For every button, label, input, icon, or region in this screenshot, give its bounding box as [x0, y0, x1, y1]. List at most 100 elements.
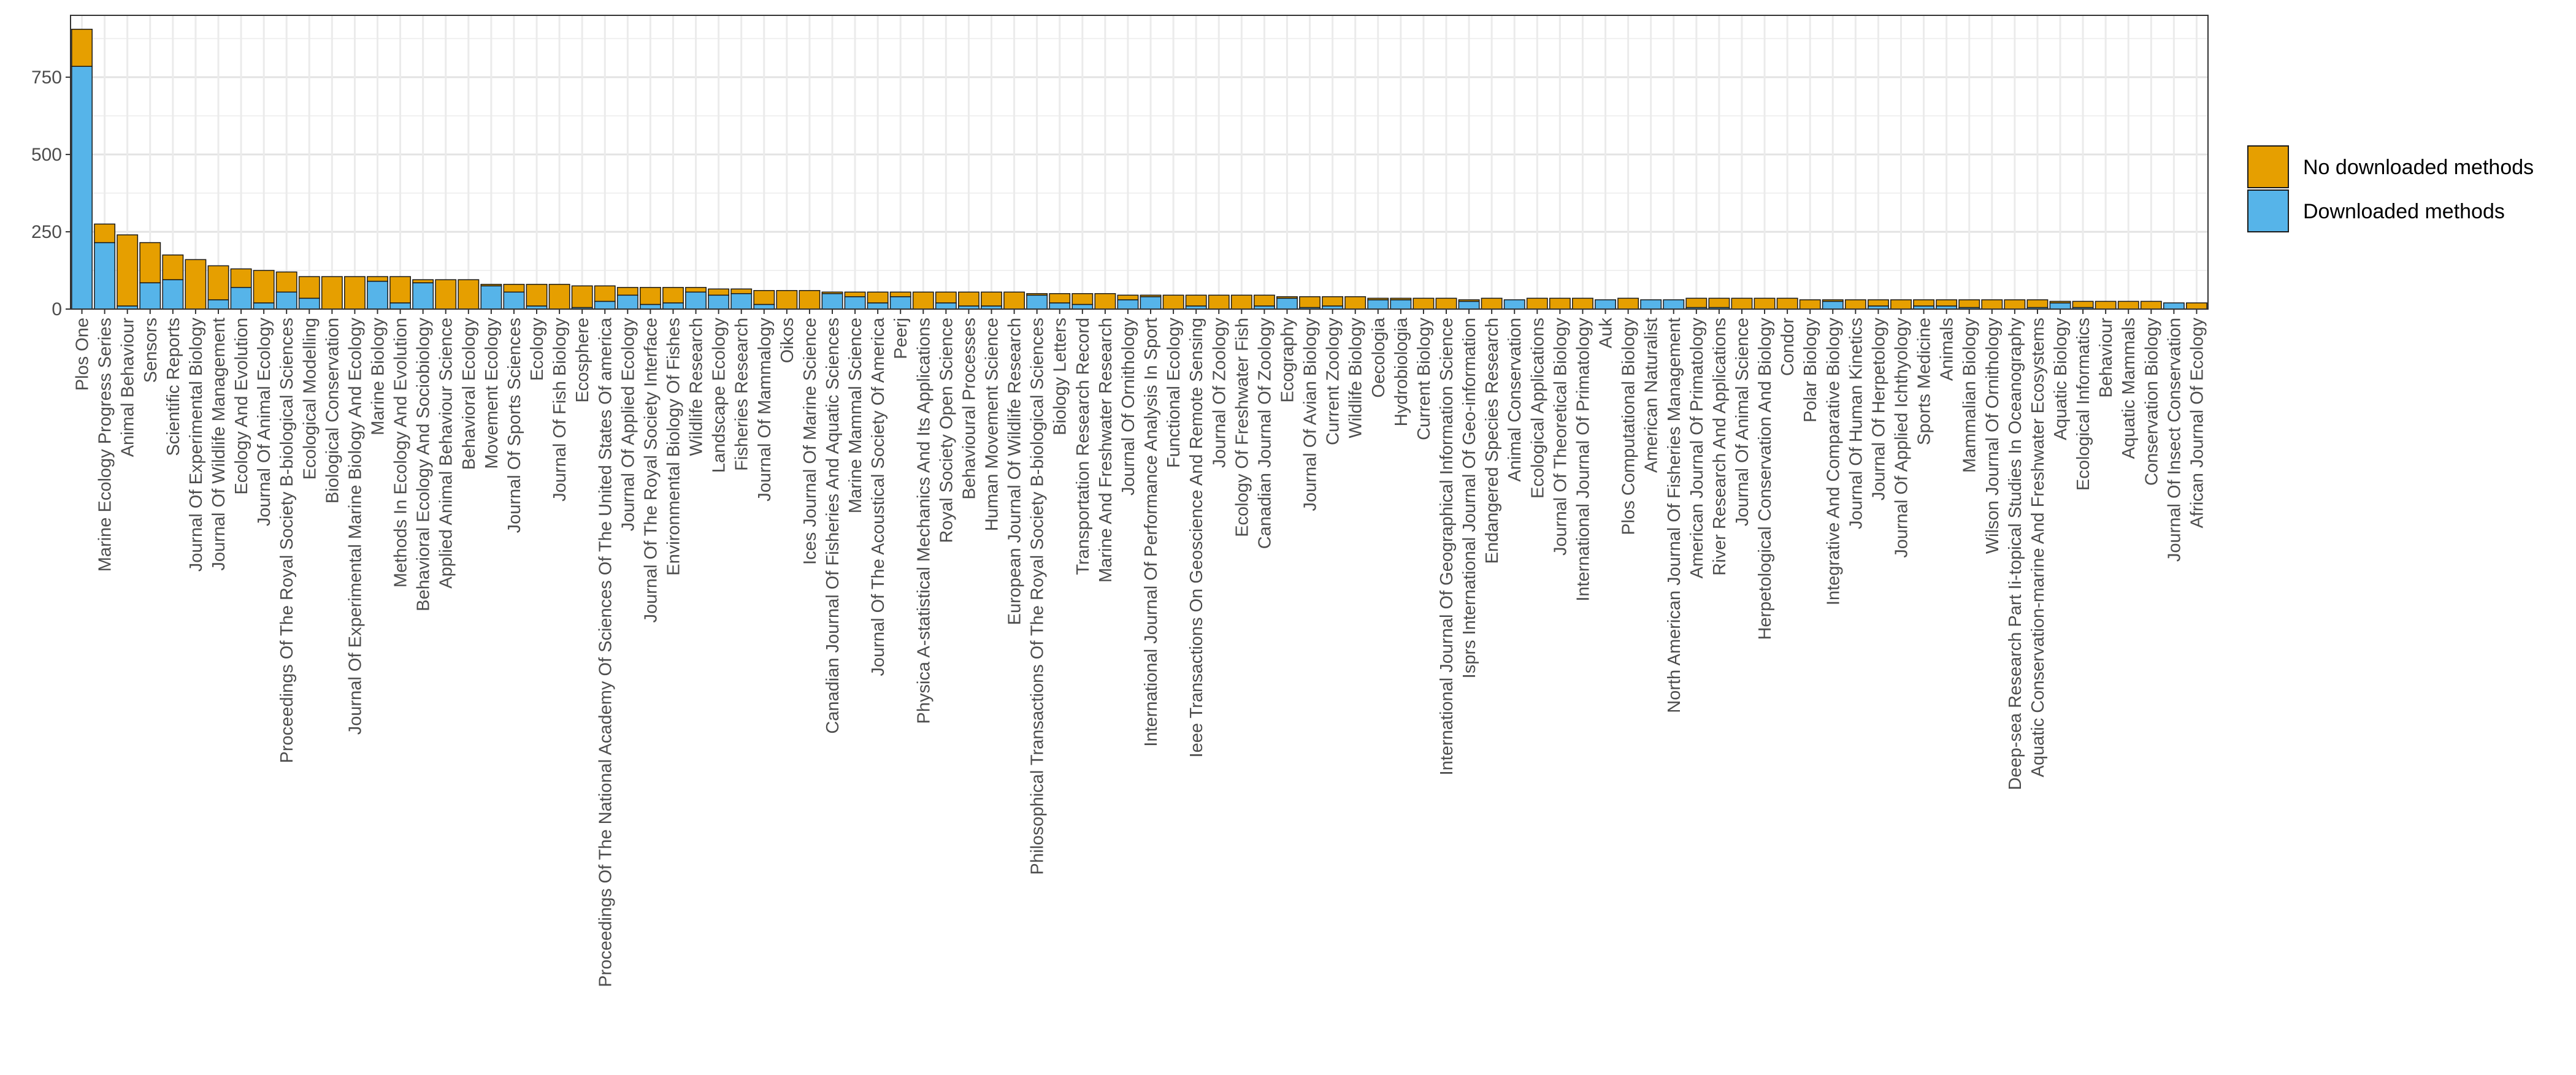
x-tick-label: Journal Of Fish Biology	[550, 318, 570, 502]
x-tick-label: Animal Behaviour	[118, 318, 138, 457]
x-tick-label: Ecology Of Freshwater Fish	[1232, 318, 1252, 537]
bar-no-downloaded	[2072, 300, 2094, 308]
x-tick-label: American Naturalist	[1642, 318, 1662, 473]
bar-downloaded	[1140, 296, 1162, 310]
x-tick-label: Marine Mammal Science	[846, 318, 865, 513]
bar-no-downloaded	[1708, 297, 1730, 308]
bar-no-downloaded	[435, 279, 457, 310]
bar-no-downloaded	[321, 276, 343, 310]
bar-downloaded	[230, 286, 252, 310]
bar-no-downloaded	[1754, 297, 1776, 310]
x-tick-label: Peerj	[891, 318, 911, 359]
bar-no-downloaded	[253, 270, 275, 304]
x-tick-label: Polar Biology	[1801, 318, 1820, 423]
bar-no-downloaded	[1526, 297, 1548, 310]
y-axis: 0 250 500 750	[31, 67, 71, 319]
bar-downloaded	[1663, 299, 1685, 310]
bar-no-downloaded	[480, 283, 502, 286]
x-tick-label: Current Zoology	[1324, 318, 1343, 445]
x-tick-label: Conservation Biology	[2142, 318, 2161, 486]
bar-no-downloaded	[2186, 302, 2207, 310]
legend-swatch	[2247, 189, 2289, 232]
x-tick-label: Landscape Ecology	[710, 318, 729, 473]
x-tick-label: African Journal Of Ecology	[2187, 318, 2207, 529]
bar-no-downloaded	[1094, 293, 1116, 310]
x-tick-label: Movement Ecology	[482, 318, 502, 469]
bar-no-downloaded	[1685, 297, 1708, 308]
bar-downloaded	[753, 304, 775, 310]
x-tick-label: Biological Conservation	[323, 318, 342, 503]
bar-no-downloaded	[1549, 297, 1571, 310]
y-tick-label: 500	[31, 145, 62, 165]
x-tick-label: Oecologia	[1369, 317, 1389, 397]
bar-no-downloaded	[1913, 299, 1935, 307]
bar-no-downloaded	[639, 286, 661, 305]
bar-no-downloaded	[889, 291, 911, 297]
bar-no-downloaded	[343, 276, 366, 310]
x-tick-label: Canadian Journal Of Zoology	[1255, 318, 1275, 549]
bar-downloaded	[685, 291, 707, 310]
bar-no-downloaded	[1458, 299, 1480, 302]
y-tick-label: 750	[31, 67, 62, 88]
x-tick-label: Ieee Transactions On Geoscience And Remo…	[1187, 318, 1206, 757]
bar-no-downloaded	[503, 283, 525, 293]
x-tick-label: Journal Of Animal Science	[1733, 318, 1752, 526]
bar-no-downloaded	[1344, 296, 1367, 310]
bar-no-downloaded	[821, 291, 843, 294]
x-tick-label: Ecology	[527, 318, 547, 381]
x-tick-label: Journal Of Herpetology	[1869, 318, 1888, 501]
bar-downloaded	[708, 294, 730, 310]
x-tick-label: Wilson Journal Of Ornithology	[1983, 318, 2003, 554]
x-tick-label: Ecosphere	[573, 318, 592, 403]
bar-no-downloaded	[275, 271, 297, 293]
x-tick-label: Physica A-statistical Mechanics And Its …	[914, 318, 933, 724]
bar-no-downloaded	[1026, 293, 1048, 296]
x-tick-label: Journal Of Human Kinetics	[1846, 318, 1866, 529]
bar-downloaded	[1390, 299, 1412, 310]
x-tick-label: Journal Of Insect Conservation	[2164, 318, 2184, 562]
bar-no-downloaded	[935, 291, 957, 304]
bar-no-downloaded	[1981, 299, 2003, 310]
x-tick-label: Fisheries Research	[732, 318, 752, 471]
legend-label: Downloaded methods	[2303, 200, 2505, 223]
bar-downloaded	[412, 282, 434, 310]
bar-downloaded	[275, 291, 297, 310]
bar-downloaded	[730, 293, 753, 310]
x-tick-label: Marine And Freshwater Research	[1096, 318, 1116, 583]
bar-no-downloaded	[1140, 294, 1162, 297]
x-tick-label: Wildlife Biology	[1346, 318, 1366, 438]
x-axis: Plos One Marine Ecology Progress Series An…	[73, 309, 2207, 987]
bar-no-downloaded	[367, 276, 388, 282]
bar-no-downloaded	[1617, 297, 1639, 310]
bar-no-downloaded	[1299, 296, 1321, 308]
bar-downloaded	[253, 302, 275, 310]
bar-downloaded	[207, 299, 229, 310]
x-tick-label: European Journal Of Wildlife Research	[1005, 318, 1025, 625]
x-tick-label: Animal Conservation	[1505, 318, 1525, 482]
x-tick-label: Biology Letters	[1051, 318, 1070, 435]
bar-no-downloaded	[1162, 294, 1184, 310]
x-tick-label: Ecography	[1278, 318, 1297, 403]
bar-no-downloaded	[1003, 291, 1025, 310]
bar-no-downloaded	[799, 289, 821, 310]
bar-no-downloaded	[1799, 299, 1821, 310]
bar-no-downloaded	[1844, 299, 1866, 310]
bar-downloaded	[162, 279, 184, 310]
x-tick-label: Ecological Modelling	[300, 318, 320, 480]
x-tick-label: River Research And Applications	[1710, 318, 1730, 576]
x-tick-label: Proceedings Of The Royal Society B-biolo…	[277, 318, 297, 763]
x-tick-label: Proceedings Of The National Academy Of S…	[596, 317, 615, 987]
x-tick-label: Herpetological Conservation And Biology	[1755, 318, 1775, 640]
bar-downloaded	[844, 296, 866, 310]
bar-no-downloaded	[730, 288, 753, 294]
bar-no-downloaded	[1936, 299, 1958, 307]
bar-no-downloaded	[139, 242, 161, 283]
x-tick-label: Condor	[1778, 318, 1798, 376]
bar-no-downloaded	[571, 285, 593, 308]
x-tick-label: American Journal Of Primatology	[1687, 318, 1707, 579]
x-tick-label: International Journal Of Geographical In…	[1437, 318, 1457, 775]
x-tick-label: Journal Of Wildlife Management	[209, 318, 229, 571]
x-tick-label: Isprs International Journal Of Geo-infor…	[1460, 318, 1479, 678]
bar-no-downloaded	[298, 276, 320, 299]
